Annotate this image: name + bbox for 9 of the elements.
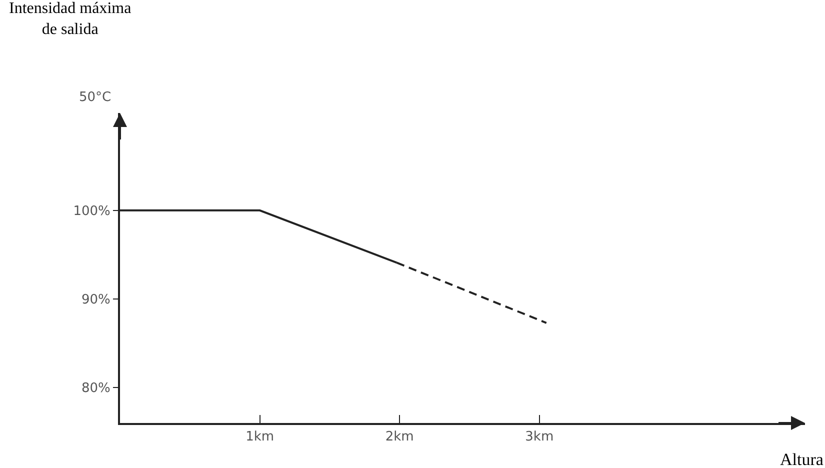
y-tick-label: 80% bbox=[81, 381, 110, 396]
x-axis-title: Altura bbox=[780, 450, 824, 468]
x-tick-label: 1km bbox=[246, 430, 274, 445]
y-axis-title: Intensidad máxima de salida bbox=[9, 0, 132, 38]
y-tick-label: 100% bbox=[73, 204, 110, 219]
text: 50°C bbox=[79, 90, 112, 105]
y-tick-label: 90% bbox=[81, 292, 110, 308]
x-tick-label: 3km bbox=[525, 430, 554, 445]
x-tick-label: 2km bbox=[385, 430, 414, 445]
